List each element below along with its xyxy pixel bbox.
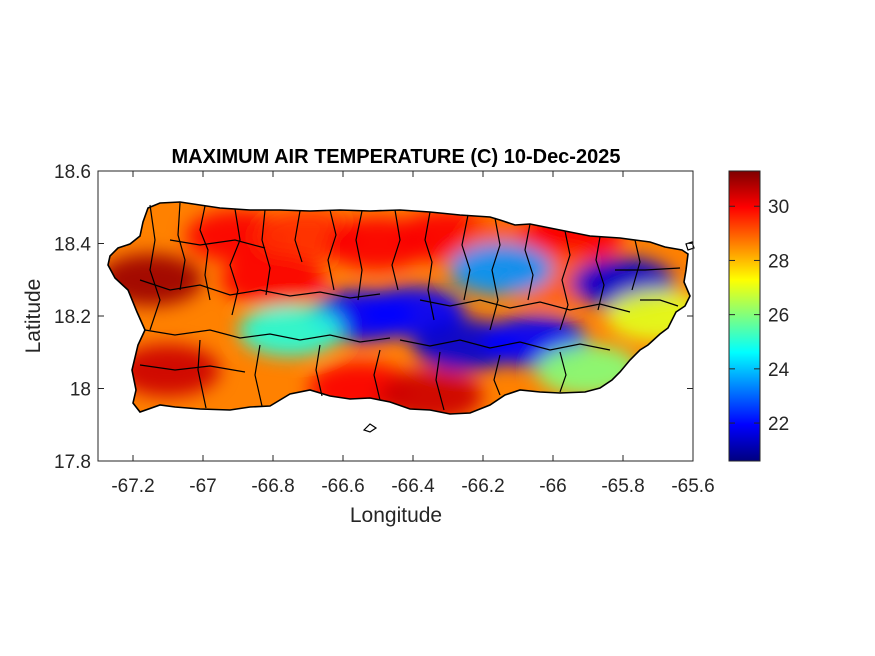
temperature-field [108, 202, 690, 414]
municipality-border [399, 339, 611, 351]
y-tick-label: 18.6 [54, 162, 91, 183]
municipality-border [435, 351, 445, 411]
municipality-border [559, 351, 567, 393]
temperature-blob [606, 290, 690, 342]
x-tick-label: -66.2 [461, 476, 504, 497]
x-axis-ticks: -67.2 -67 -66.8 -66.6 -66.4 -66.2 -66 -65.8 -65.… [111, 171, 715, 497]
map-title: MAXIMUM AIR TEMPERATURE (C) 10-Dec-2025 [172, 146, 621, 168]
x-tick-label: -66.4 [391, 476, 435, 497]
colorbar-tick-label: 22 [768, 414, 789, 435]
municipality-border [139, 279, 381, 299]
y-axis-label: Latitude [22, 279, 45, 354]
municipality-border [327, 209, 337, 291]
municipality-border [197, 339, 207, 409]
x-tick-label: -66.6 [321, 476, 364, 497]
x-tick-label: -65.6 [671, 476, 714, 497]
municipality-border [261, 209, 271, 296]
municipality-border [177, 202, 186, 291]
municipality-border [493, 354, 501, 396]
municipality-border [144, 329, 391, 343]
municipality-border [139, 364, 246, 373]
colorbar-tick-label: 30 [768, 197, 789, 218]
municipality-border [391, 209, 401, 291]
municipality-border [524, 223, 534, 301]
municipality-border [461, 214, 471, 301]
municipality-border [199, 205, 211, 301]
coastline [107, 201, 691, 415]
colorbar-tick-label: 26 [768, 306, 789, 327]
islet [685, 241, 695, 251]
islets [362, 241, 695, 433]
municipality-border [640, 299, 679, 307]
temperature-blob [116, 344, 220, 397]
municipality-border [615, 267, 681, 271]
temperature-blob [221, 253, 325, 306]
municipality-border [294, 210, 303, 263]
municipality-borders [139, 202, 681, 411]
municipality-border [355, 210, 363, 301]
x-tick-label: -67 [189, 476, 216, 497]
x-tick-label: -66 [539, 476, 566, 497]
temperature-blob [238, 304, 343, 357]
municipality-border [373, 349, 381, 401]
x-tick-label: -66.8 [251, 476, 294, 497]
y-tick-label: 18.4 [54, 235, 91, 256]
x-tick-label: -67.2 [111, 476, 154, 497]
municipality-border [169, 239, 266, 249]
municipality-border [254, 344, 263, 407]
y-tick-label: 18 [70, 380, 91, 401]
x-tick-label: -65.8 [601, 476, 644, 497]
municipality-border [631, 239, 641, 291]
colorbar-tick-label: 28 [768, 251, 789, 272]
municipality-border [424, 211, 435, 321]
colorbar [728, 170, 761, 462]
municipality-border [315, 344, 323, 397]
y-tick-label: 18.2 [54, 307, 91, 328]
y-axis-ticks: 17.8 18 18.2 18.4 18.6 [54, 162, 693, 473]
municipality-border [149, 204, 161, 331]
municipality-border [229, 208, 241, 316]
islet [362, 423, 378, 433]
municipality-border [419, 299, 631, 313]
municipality-border [489, 217, 501, 331]
municipality-border [595, 236, 605, 311]
colorbar-tick-label: 24 [768, 360, 790, 381]
municipality-border [559, 230, 571, 331]
y-tick-label: 17.8 [54, 452, 91, 473]
x-axis-label: Longitude [350, 504, 442, 527]
colorbar-ticks: 22 24 26 28 30 [729, 197, 790, 435]
